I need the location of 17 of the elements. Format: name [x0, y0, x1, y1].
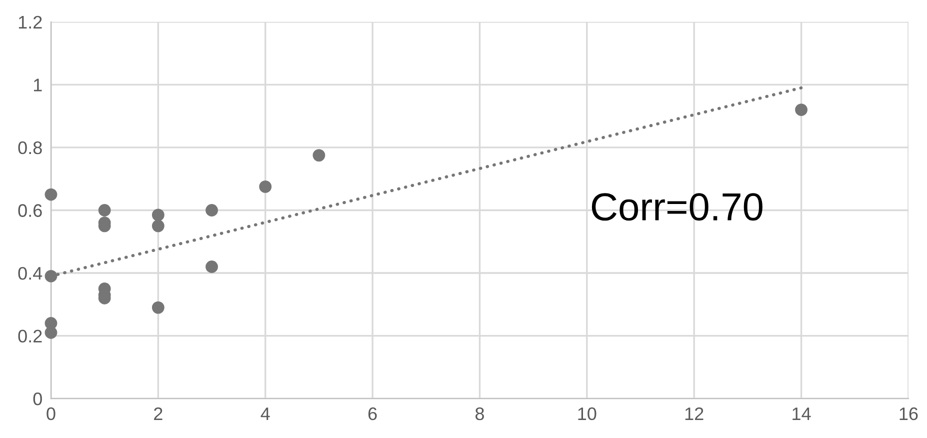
annotation: Corr=0.70 — [592, 193, 762, 221]
y-tick-label: 0.2 — [18, 330, 42, 343]
y-tick-label: 0.8 — [18, 141, 42, 154]
x-tick-label: 10 — [578, 407, 596, 420]
y-tick-label: 1 — [34, 78, 42, 92]
x-tick-label: 8 — [475, 407, 484, 420]
y-tick-label: 0 — [33, 392, 42, 406]
x-tick-label: 0 — [46, 407, 56, 420]
x-tick-label: 12 — [685, 407, 704, 420]
x-tick-label: 2 — [154, 407, 162, 420]
y-tick-label: 0.4 — [18, 266, 42, 280]
x-tick-label: 6 — [368, 407, 377, 420]
y-tick-label: 1.2 — [18, 16, 42, 28]
x-tick-label: 16 — [900, 407, 918, 420]
x-tick-label: 14 — [792, 408, 811, 420]
y-tick-label: 0.6 — [18, 204, 42, 217]
x-tick-label: 4 — [260, 408, 270, 420]
